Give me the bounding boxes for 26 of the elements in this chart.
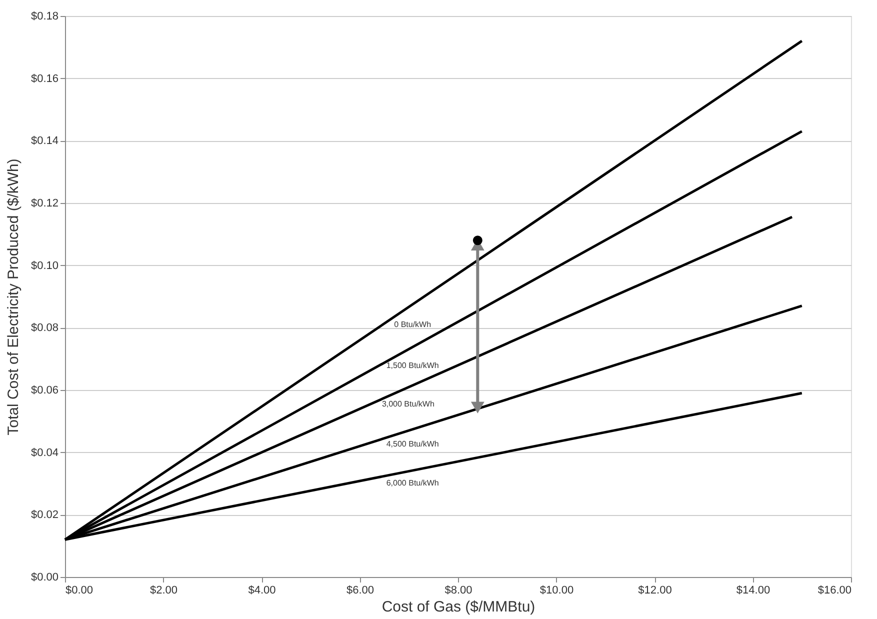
y-tick-label: $0.12: [30, 198, 58, 210]
y-tick-label: $0.02: [30, 509, 58, 522]
x-tick-label: $6.00: [346, 584, 374, 596]
y-tick-label: $0.04: [30, 446, 58, 459]
y-tick-label: $0.06: [30, 384, 58, 396]
series-label: 6,000 Btu/kWh: [386, 478, 439, 488]
x-tick-label: $8.00: [444, 584, 472, 596]
x-tick-label: $14.00: [736, 584, 770, 596]
series-label: 1,500 Btu/kWh: [386, 360, 439, 370]
y-tick-label: $0.08: [30, 322, 58, 334]
series-label: 0 Btu/kWh: [394, 320, 432, 330]
y-axis-title: Total Cost of Electricity Produced ($/kWh): [4, 158, 22, 436]
y-tick-label: $0.16: [30, 72, 58, 85]
x-tick-label: $10.00: [540, 584, 574, 596]
x-tick-label: $0.00: [66, 584, 94, 596]
y-tick-label: $0.00: [30, 572, 58, 584]
series-label: 4,500 Btu/kWh: [386, 439, 439, 448]
y-tick-label: $0.14: [30, 135, 58, 148]
x-tick-label: $2.00: [150, 584, 178, 596]
x-tick-label: $16.00: [818, 584, 852, 596]
x-axis-title: Cost of Gas ($/MMBtu): [382, 598, 536, 616]
x-tick-label: $4.00: [248, 584, 276, 596]
x-tick-label: $12.00: [638, 584, 672, 596]
series-label: 3,000 Btu/kWh: [382, 399, 434, 408]
y-tick-label: $0.10: [30, 260, 58, 272]
y-tick-label: $0.18: [30, 10, 58, 22]
